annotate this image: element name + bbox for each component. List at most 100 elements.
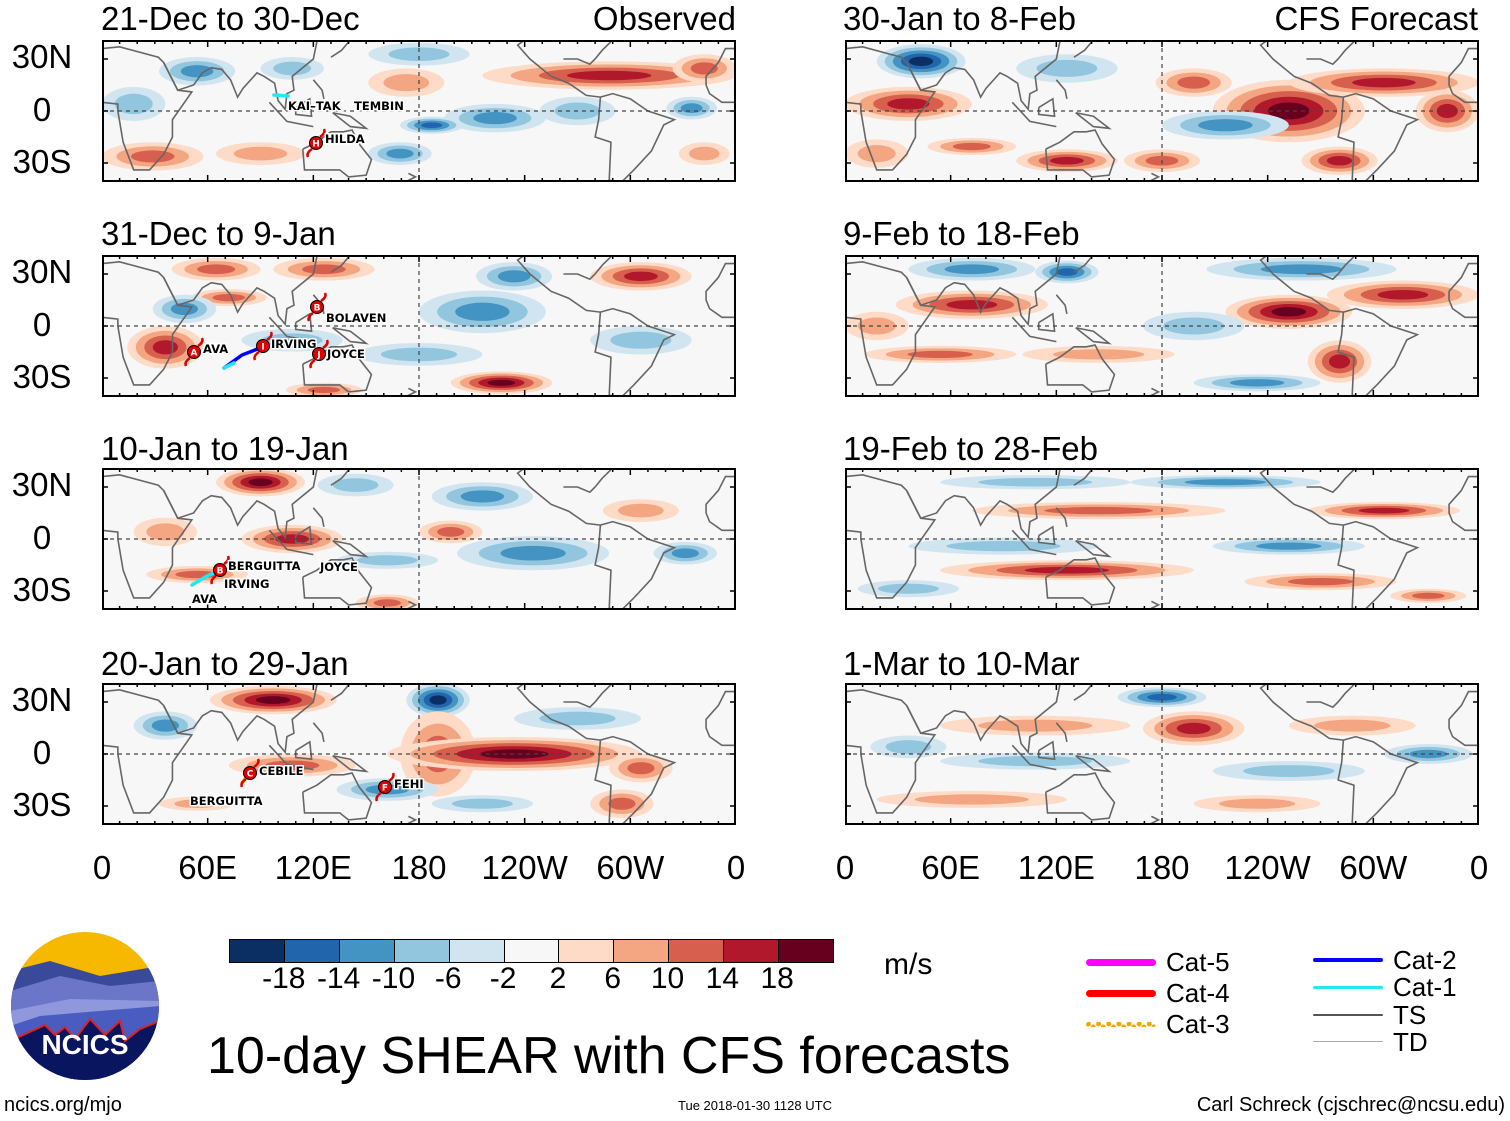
coastline — [516, 40, 601, 98]
storm-letter: J — [316, 351, 320, 361]
storm-marker-icon: H — [306, 128, 326, 158]
shear-contour — [302, 264, 346, 275]
coastline — [1055, 722, 1068, 743]
shear-contour — [170, 302, 199, 316]
coastline — [1055, 294, 1068, 315]
coastline — [1011, 744, 1057, 771]
coastline — [594, 307, 677, 397]
storm-label: FEHI — [394, 777, 424, 791]
x-tick-label: 0 — [835, 849, 855, 886]
shear-contour — [197, 264, 236, 275]
coastline — [845, 474, 937, 599]
legend-swatch-td — [1313, 1041, 1383, 1043]
coastline — [330, 683, 351, 701]
storm-letter: H — [312, 140, 320, 150]
colorbar-label: 2 — [549, 962, 567, 995]
forecast-label: CFS Forecast — [1274, 0, 1478, 37]
timestamp: Tue 2018-01-30 1128 UTC — [678, 1098, 832, 1113]
coastline — [330, 40, 351, 58]
coastline — [594, 735, 677, 825]
shear-contour — [907, 350, 973, 359]
coastline — [1044, 772, 1116, 821]
coastline — [563, 468, 614, 494]
shear-contour — [273, 61, 312, 76]
y-tick-label: 0 — [32, 306, 52, 343]
x-tick-label: 180 — [1134, 849, 1190, 886]
legend-swatch-ts — [1313, 1013, 1383, 1016]
shear-contour — [497, 270, 531, 283]
shear-contour — [1147, 693, 1177, 701]
coastline — [1306, 468, 1357, 494]
storm-track — [272, 93, 290, 98]
coastline — [1055, 79, 1068, 100]
coastline — [905, 41, 1061, 112]
colorbar-label: 18 — [760, 962, 794, 995]
colorbar-swatch — [503, 940, 559, 962]
shear-contour — [1411, 592, 1445, 599]
coastline — [845, 689, 937, 814]
coastline — [1037, 740, 1056, 761]
storm-label: BOLAVEN — [326, 311, 386, 325]
coastline — [312, 507, 325, 528]
colorbar-swatch — [338, 940, 394, 962]
storm-letter: F — [382, 784, 388, 794]
coastline — [905, 684, 1061, 755]
coastline — [330, 468, 351, 486]
colorbar-swatch — [723, 940, 779, 962]
shear-contour — [952, 142, 991, 151]
storm-label: CEBILE — [259, 764, 304, 778]
shear-contour — [877, 583, 939, 594]
shear-contour — [1326, 155, 1353, 166]
shear-contour — [1056, 268, 1078, 276]
x-tick-label: 120E — [274, 849, 352, 886]
storm-label: KAI–TAK — [288, 99, 342, 113]
shear-contour — [383, 74, 430, 92]
coastline — [1011, 529, 1057, 556]
shear-contour — [180, 65, 214, 78]
colorbar-label: -2 — [489, 962, 517, 995]
panel-title-8: 1-Mar to 10-Mar — [843, 645, 1080, 682]
shear-contour — [680, 103, 703, 114]
shear-contour — [1177, 76, 1211, 89]
coastline — [1037, 525, 1056, 546]
storm-label: BERGUITTA — [190, 794, 263, 808]
y-tick-label: 30N — [11, 38, 73, 75]
colorbar-swatch — [230, 940, 284, 962]
coastline — [705, 47, 736, 104]
shear-contour — [857, 317, 896, 335]
shear-contour — [1243, 765, 1335, 778]
y-tick-label: 30N — [11, 466, 73, 503]
coastline — [905, 469, 1061, 540]
colorbar-swatch — [558, 940, 614, 962]
coastline — [301, 129, 373, 178]
shear-contour — [1409, 749, 1448, 759]
shear-contour — [1260, 264, 1343, 275]
coastline — [1306, 40, 1357, 66]
coastline — [516, 468, 601, 526]
storm-marker-icon: B — [307, 292, 327, 322]
shear-contour — [261, 333, 323, 348]
footer-url[interactable]: ncics.org/mjo — [4, 1094, 122, 1116]
shear-contour — [1328, 354, 1351, 369]
shear-contour — [618, 503, 664, 518]
shear-contour — [130, 150, 175, 163]
coastline — [1259, 468, 1344, 526]
coastline — [294, 312, 313, 333]
coastline — [102, 261, 194, 386]
shear-contour — [460, 490, 505, 503]
coastline — [1306, 683, 1357, 709]
storm-label: IRVING — [271, 337, 316, 351]
shear-contour — [946, 299, 998, 310]
shear-contour — [885, 740, 932, 754]
coastline — [516, 683, 601, 741]
coastline — [1259, 255, 1344, 313]
x-tick-label: 0 — [92, 849, 112, 886]
storm-letter: C — [247, 770, 254, 780]
coastline — [905, 256, 1061, 327]
shear-contour — [887, 98, 930, 110]
coastline — [705, 690, 736, 747]
coastline — [332, 539, 369, 558]
coastline — [162, 41, 318, 112]
credit: Carl Schreck (cjschrec@ncsu.edu) — [1196, 1094, 1505, 1116]
colorbar-label: -10 — [371, 962, 416, 995]
